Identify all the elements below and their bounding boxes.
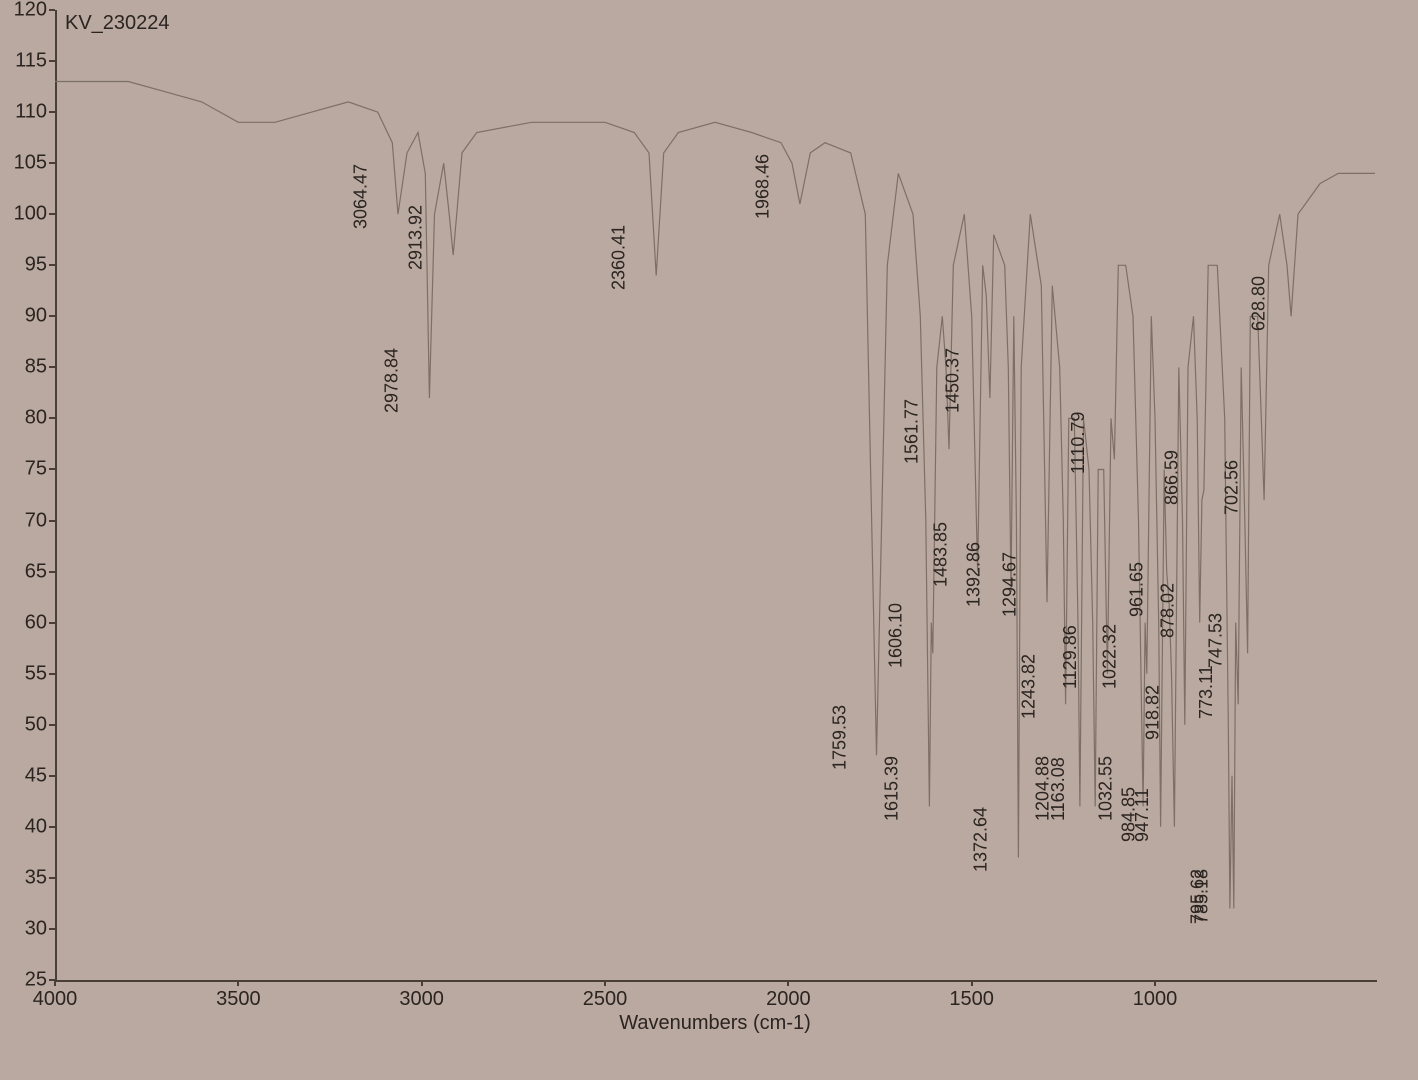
peak-label: 785.18: [1191, 868, 1212, 923]
peak-label: 1450.37: [942, 348, 963, 413]
peak-label: 1392.86: [963, 542, 984, 607]
peak-label: 1110.79: [1068, 412, 1089, 474]
peak-label: 773.11: [1196, 666, 1217, 720]
peak-label: 1022.32: [1099, 624, 1120, 689]
peak-label: 628.80: [1249, 276, 1270, 331]
peak-label: 961.65: [1127, 562, 1148, 617]
peak-label: 866.59: [1161, 450, 1182, 505]
peak-label: 1032.55: [1096, 756, 1117, 821]
peak-label: 702.56: [1222, 460, 1243, 515]
peak-label: 3064.47: [350, 164, 371, 229]
peak-label: 1759.53: [829, 705, 850, 770]
peak-label: 1606.10: [885, 603, 906, 668]
peak-label: 1163.08: [1048, 758, 1069, 822]
peak-label: 1243.82: [1018, 654, 1039, 719]
peak-label: 878.02: [1157, 583, 1178, 638]
peak-label: 2360.41: [609, 225, 630, 290]
peak-label: 1372.64: [971, 807, 992, 872]
peak-label: 747.53: [1205, 613, 1226, 668]
peak-label: 1615.39: [882, 756, 903, 821]
ir-spectrum-chart: 2530354045505560657075808590951001051101…: [0, 0, 1418, 1080]
peak-label: 2913.92: [406, 205, 427, 270]
peak-label: 1129.86: [1061, 625, 1082, 689]
peak-label: 1561.77: [901, 399, 922, 464]
peak-label: 1483.85: [930, 522, 951, 587]
peak-label: 947.11: [1133, 788, 1154, 842]
peak-label: 1968.46: [752, 154, 773, 219]
peak-label: 1294.67: [999, 552, 1020, 617]
peak-label: 2978.84: [382, 348, 403, 413]
peak-label: 918.82: [1142, 685, 1163, 740]
